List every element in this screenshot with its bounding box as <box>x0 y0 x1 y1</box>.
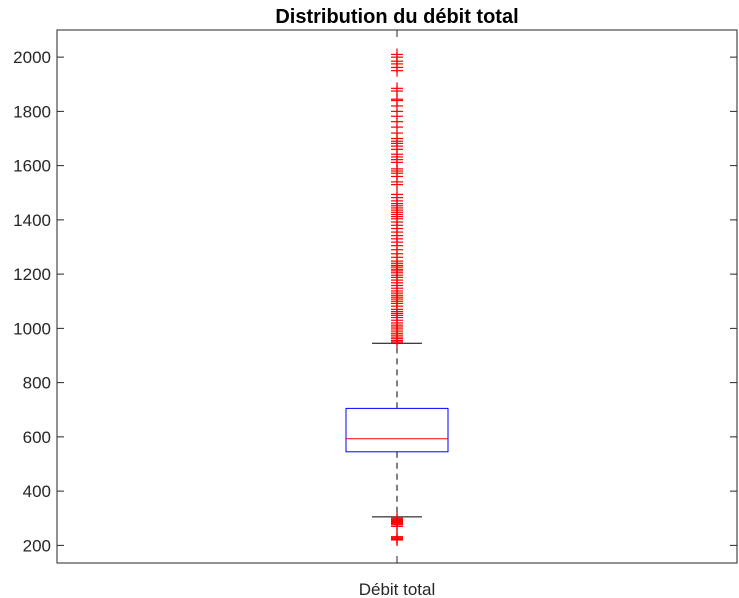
x-axis-categories: Débit total <box>359 30 436 598</box>
x-category-label: Débit total <box>359 580 436 598</box>
outlier-low-marker <box>391 530 403 543</box>
outlier-high-marker <box>391 48 403 61</box>
y-tick-label: 1400 <box>13 211 51 230</box>
y-tick-label: 1600 <box>13 157 51 176</box>
y-tick-label: 2000 <box>13 48 51 67</box>
y-tick-label: 1000 <box>13 319 51 338</box>
chart-title: Distribution du débit total <box>275 6 518 28</box>
y-tick-label: 200 <box>23 536 51 555</box>
y-tick-label: 600 <box>23 428 51 447</box>
y-tick-label: 1200 <box>13 265 51 284</box>
outlier-high-marker <box>391 82 403 95</box>
y-tick-label: 400 <box>23 482 51 501</box>
y-tick-label: 1800 <box>13 102 51 121</box>
plot-area <box>56 29 738 564</box>
iqr-box <box>345 407 449 453</box>
outlier-low-marker <box>391 512 403 525</box>
y-tick-label: 800 <box>23 374 51 393</box>
y-axis-ticks: 200 400 600 800 1000 1200 1400 1600 1800 2000 <box>13 48 737 555</box>
